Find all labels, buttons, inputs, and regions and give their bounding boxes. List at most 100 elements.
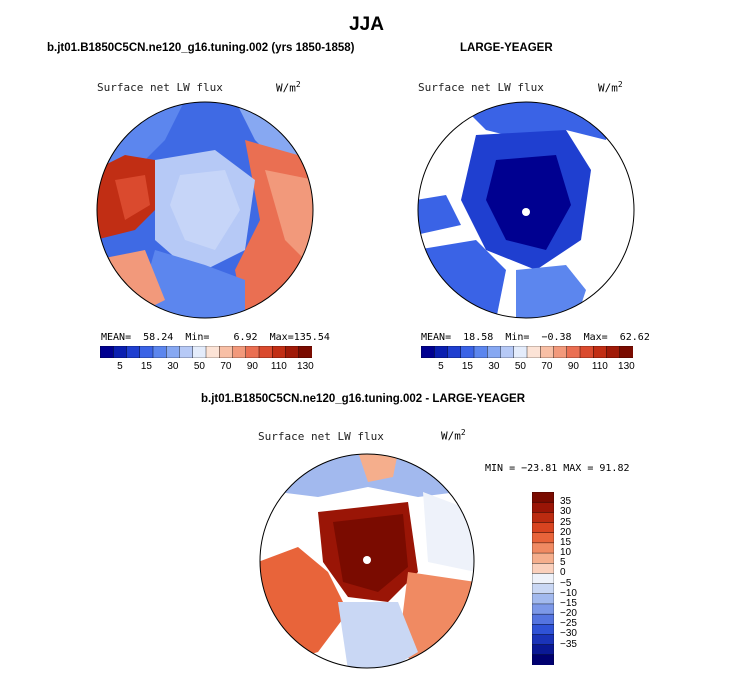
colorbar-tick-label: 110 xyxy=(270,361,287,372)
colorbar-swatch xyxy=(606,346,621,358)
colorbar-tick-label: 90 xyxy=(246,361,258,372)
colorbar-swatch xyxy=(152,346,167,358)
panel2-colorbar xyxy=(421,346,633,358)
colorbar-swatch xyxy=(232,346,247,358)
panel3-polar-map xyxy=(259,453,475,669)
panel3-colorbar-ticks: 35 30 25 20 15 10 5 0 −5 −10 −15 −20 −25 −30 −35 xyxy=(560,492,590,665)
colorbar-swatch xyxy=(513,346,528,358)
panel1-stats: MEAN= 58.24 Min= 6.92 Max=135.54 xyxy=(101,332,330,343)
colorbar-swatch xyxy=(532,624,554,635)
colorbar-tick-label: 50 xyxy=(193,361,205,372)
colorbar-swatch xyxy=(434,346,449,358)
panel3-colorbar xyxy=(532,492,554,665)
colorbar-tick-label: 50 xyxy=(514,361,526,372)
panel2-title: LARGE-YEAGER xyxy=(460,42,553,54)
colorbar-swatch xyxy=(532,593,554,605)
panel3-variable-label: Surface net LW flux xyxy=(258,430,384,443)
colorbar-tick-label: −25 xyxy=(560,618,577,630)
colorbar-swatch xyxy=(421,346,435,358)
colorbar-swatch xyxy=(532,522,554,534)
colorbar-tick-label: 15 xyxy=(560,536,572,548)
colorbar-tick-label: 5 xyxy=(560,557,566,569)
colorbar-swatch xyxy=(532,552,554,564)
colorbar-swatch xyxy=(532,613,554,625)
panel3-units: W/m2 xyxy=(441,428,466,443)
colorbar-swatch xyxy=(219,346,234,358)
colorbar-tick-label: −20 xyxy=(560,608,577,620)
colorbar-swatch xyxy=(447,346,462,358)
colorbar-swatch xyxy=(139,346,154,358)
colorbar-swatch xyxy=(487,346,502,358)
panel3-title: b.jt01.B1850C5CN.ne120_g16.tuning.002 - … xyxy=(201,393,526,405)
panel2-variable-label: Surface net LW flux xyxy=(418,81,544,94)
colorbar-swatch xyxy=(532,634,554,646)
colorbar-tick-label: 30 xyxy=(560,506,572,518)
colorbar-swatch xyxy=(298,346,312,358)
colorbar-swatch xyxy=(532,532,554,544)
colorbar-swatch xyxy=(272,346,287,358)
panel2-field-south xyxy=(516,265,586,318)
colorbar-swatch xyxy=(285,346,300,358)
colorbar-tick-label: 20 xyxy=(560,526,572,538)
panel2-field-west xyxy=(418,195,461,235)
colorbar-tick-label: 30 xyxy=(167,361,179,372)
colorbar-tick-label: 130 xyxy=(618,361,635,372)
colorbar-swatch xyxy=(245,346,260,358)
colorbar-swatch xyxy=(532,542,554,554)
panel1-field-south xyxy=(135,250,245,318)
colorbar-tick-label: −35 xyxy=(560,638,577,650)
panel3-field-south xyxy=(338,602,418,668)
colorbar-tick-label: 70 xyxy=(541,361,553,372)
panel3-field-core-deep xyxy=(333,514,408,592)
colorbar-swatch xyxy=(473,346,488,358)
panel3-pole-marker xyxy=(363,556,371,564)
panel2-map-border xyxy=(417,101,635,319)
panel2-polar-map xyxy=(417,101,635,319)
colorbar-swatch xyxy=(532,501,554,513)
colorbar-swatch xyxy=(460,346,475,358)
colorbar-tick-label: 5 xyxy=(438,361,444,372)
panel1-field-arctic-core xyxy=(170,170,240,250)
colorbar-tick-label: −10 xyxy=(560,587,577,599)
panel1-colorbar-ticks: 5 15 30 50 70 90 110 130 xyxy=(100,361,314,375)
colorbar-swatch xyxy=(113,346,128,358)
panel2-colorbar-ticks: 5 15 30 50 70 90 110 130 xyxy=(421,361,635,375)
colorbar-swatch xyxy=(500,346,515,358)
panel2-units: W/m2 xyxy=(598,80,623,95)
colorbar-tick-label: −30 xyxy=(560,628,577,640)
panel2-pole-marker xyxy=(522,208,530,216)
panel3-field-north-warm xyxy=(358,454,398,482)
colorbar-swatch xyxy=(553,346,568,358)
colorbar-tick-label: 110 xyxy=(591,361,608,372)
panel1-field-west-core xyxy=(115,175,150,220)
colorbar-tick-label: 10 xyxy=(560,547,572,559)
colorbar-swatch xyxy=(126,346,141,358)
colorbar-tick-label: 0 xyxy=(560,567,566,579)
panel1-units: W/m2 xyxy=(276,80,301,95)
colorbar-tick-label: −5 xyxy=(560,577,572,589)
colorbar-tick-label: 30 xyxy=(488,361,500,372)
colorbar-swatch xyxy=(179,346,194,358)
panel1-title: b.jt01.B1850C5CN.ne120_g16.tuning.002 (y… xyxy=(47,42,355,54)
colorbar-swatch xyxy=(593,346,608,358)
colorbar-swatch xyxy=(205,346,220,358)
colorbar-swatch xyxy=(619,346,633,358)
main-title: JJA xyxy=(349,14,384,35)
colorbar-swatch xyxy=(532,583,554,595)
colorbar-swatch xyxy=(532,563,554,574)
colorbar-swatch xyxy=(526,346,541,358)
colorbar-swatch xyxy=(532,603,554,615)
colorbar-swatch xyxy=(566,346,581,358)
colorbar-swatch xyxy=(166,346,181,358)
panel1-variable-label: Surface net LW flux xyxy=(97,81,223,94)
colorbar-tick-label: 15 xyxy=(140,361,152,372)
colorbar-tick-label: 130 xyxy=(297,361,314,372)
panel2-stats: MEAN= 18.58 Min= −0.38 Max= 62.62 xyxy=(421,332,650,343)
colorbar-swatch xyxy=(532,644,554,656)
panel3-stats: MIN = −23.81 MAX = 91.82 xyxy=(485,463,630,474)
colorbar-swatch xyxy=(258,346,273,358)
panel1-colorbar xyxy=(100,346,312,358)
colorbar-swatch xyxy=(532,492,554,503)
panel2-field-core xyxy=(486,155,571,250)
colorbar-tick-label: 25 xyxy=(560,516,572,528)
